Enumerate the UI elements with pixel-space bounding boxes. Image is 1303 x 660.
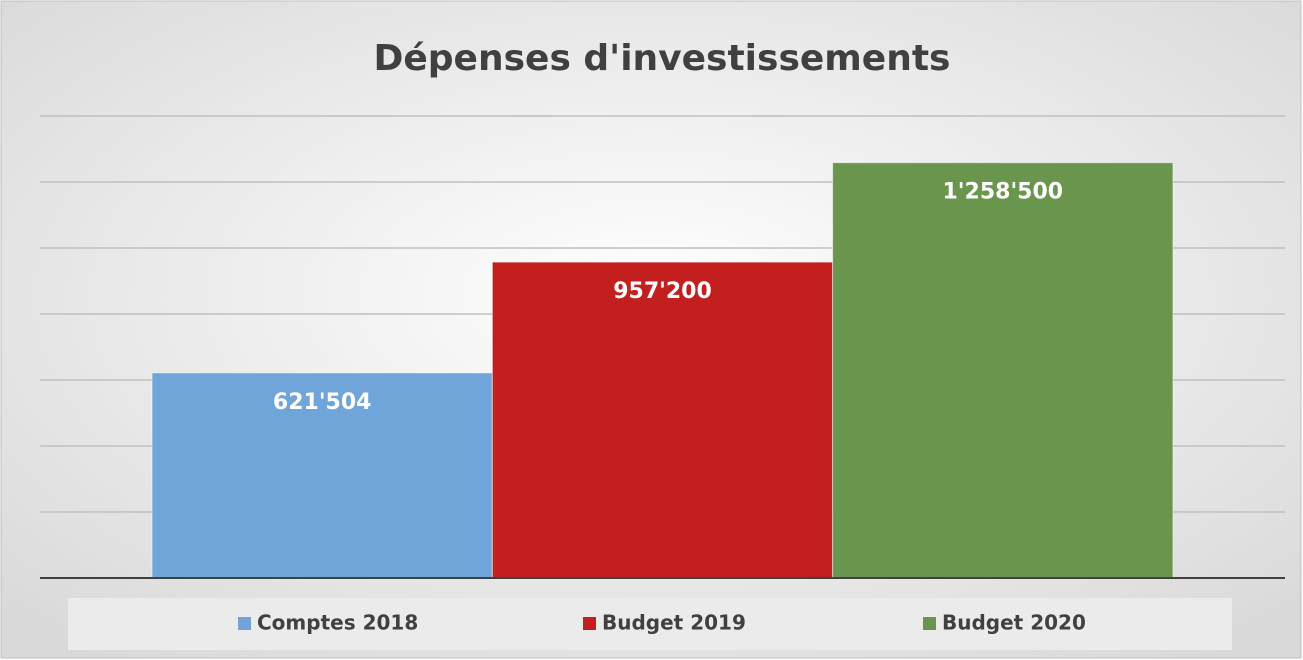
legend-label: Comptes 2018 <box>257 611 418 635</box>
legend-box <box>68 598 1232 650</box>
legend-label: Budget 2019 <box>602 611 746 635</box>
chart-title: Dépenses d'investissements <box>373 38 950 79</box>
data-label: 621'504 <box>273 390 372 415</box>
legend-swatch <box>923 617 936 630</box>
bar <box>832 162 1174 579</box>
bar <box>491 261 834 579</box>
legend-label: Budget 2020 <box>942 611 1086 635</box>
data-label: 1'258'500 <box>942 180 1063 205</box>
bar <box>151 372 493 579</box>
data-label: 957'200 <box>613 279 712 304</box>
legend-swatch <box>583 617 596 630</box>
legend-swatch <box>238 617 251 630</box>
